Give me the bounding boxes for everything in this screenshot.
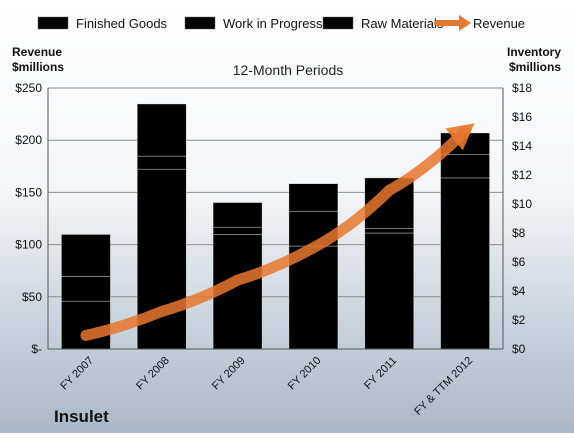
bar-work-in-progress: [212, 226, 263, 235]
revenue-arrowhead: [445, 123, 475, 151]
revenue-line: [80, 125, 471, 341]
right-tick-label: $12: [512, 168, 532, 182]
bar-work-in-progress: [136, 155, 187, 170]
left-tick-label: $-: [31, 342, 42, 356]
chart-title: 12-Month Periods: [233, 62, 344, 78]
right-tick-label: $8: [512, 226, 526, 240]
bar-raw-materials: [136, 103, 187, 157]
legend-swatch-revenue: [434, 15, 471, 31]
left-tick-label: $150: [15, 185, 42, 199]
bar-finished-goods: [440, 177, 490, 350]
legend-label: Revenue: [473, 16, 525, 31]
bar-raw-materials: [288, 183, 339, 212]
left-axis-label-line1: Revenue: [12, 45, 62, 59]
right-tick-label: $2: [512, 313, 526, 327]
bar-raw-materials: [61, 234, 111, 277]
right-tick-label: $14: [512, 139, 532, 153]
legend-label: Raw Materials: [361, 16, 444, 31]
right-tick-label: $10: [512, 197, 532, 211]
left-tick-label: $200: [15, 133, 42, 147]
bar-work-in-progress: [440, 154, 490, 179]
legend-label: Work in Progress: [223, 16, 323, 31]
legend-swatch-raw-materials: [322, 16, 354, 30]
right-axis-label-line2: $millions: [509, 60, 561, 74]
legend-swatch-work-in-progress: [184, 16, 216, 30]
gridlines: [48, 87, 503, 298]
right-tick-label: $6: [512, 255, 526, 269]
legend-label: Finished Goods: [76, 16, 168, 31]
left-axis-label-line2: $millions: [12, 60, 64, 74]
right-tick-label: $4: [512, 284, 526, 298]
company-name: Insulet: [54, 407, 109, 426]
labels: 12-Month Periods Revenue $millions Inven…: [12, 45, 561, 426]
bar-work-in-progress: [364, 228, 415, 234]
legend: Finished Goods Work in Progress Raw Materi…: [37, 15, 525, 31]
bar-raw-materials: [212, 202, 263, 228]
left-tick-label: $50: [22, 290, 42, 304]
right-tick-label: $16: [512, 110, 532, 124]
right-tick-label: $18: [512, 81, 532, 95]
left-tick-label: $250: [15, 81, 42, 95]
bar-finished-goods: [61, 300, 111, 350]
bar-work-in-progress: [61, 276, 111, 302]
bar-finished-goods: [364, 232, 415, 350]
revenue-trend: [80, 123, 475, 341]
legend-swatch-finished-goods: [37, 16, 69, 30]
left-tick-label: $100: [15, 238, 42, 252]
right-tick-label: $0: [512, 342, 526, 356]
right-axis-label-line1: Inventory: [507, 45, 561, 59]
